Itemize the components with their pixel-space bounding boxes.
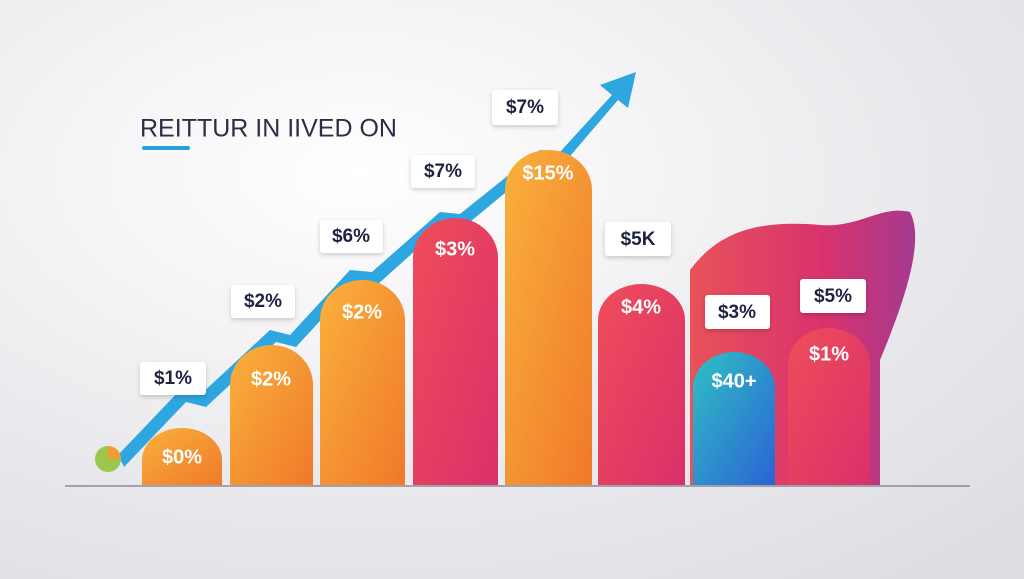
bar [788, 328, 870, 485]
callout-label: $2% [244, 291, 282, 312]
callout-box [492, 90, 558, 125]
bar-label: $40+ [711, 370, 756, 392]
bar-label: $4% [621, 296, 661, 318]
bar [413, 218, 498, 486]
bar-label: $2% [342, 301, 382, 323]
bar [505, 150, 592, 485]
bars [142, 150, 870, 486]
bar [598, 284, 685, 485]
callout-label: $7% [424, 161, 462, 182]
callout-box [605, 222, 671, 256]
callout-box [320, 220, 383, 253]
bar [320, 280, 405, 485]
bar-label: $0% [162, 446, 202, 468]
callout-label: $1% [154, 368, 192, 389]
callout-box [705, 295, 770, 329]
callout-label: $3% [718, 302, 756, 323]
callout-label: $5% [814, 286, 852, 307]
bar [142, 428, 222, 485]
bar-label: $3% [435, 238, 475, 260]
bar [693, 352, 775, 485]
title-underline [142, 146, 190, 150]
callout-label: $7% [506, 97, 544, 118]
arrow-dot-accent [108, 446, 121, 459]
callouts: $1% $2% $6% $7% $7% $5K $3% $5% [140, 90, 866, 395]
bar-label: $1% [809, 343, 849, 365]
callout-label: $5K [621, 229, 656, 250]
title: REITTUR IN IIVED ON [140, 115, 397, 143]
callout-label: $6% [332, 226, 370, 247]
bar-label: $15% [522, 162, 573, 184]
bar-label: $2% [251, 368, 291, 390]
bar-labels: $0% $2% $2% $3% $15% $4% $40+ $1% [162, 162, 849, 468]
bar [230, 345, 313, 485]
callout-box [140, 362, 206, 395]
callout-box [800, 279, 866, 313]
callout-box [231, 285, 295, 318]
callout-box [411, 155, 475, 188]
